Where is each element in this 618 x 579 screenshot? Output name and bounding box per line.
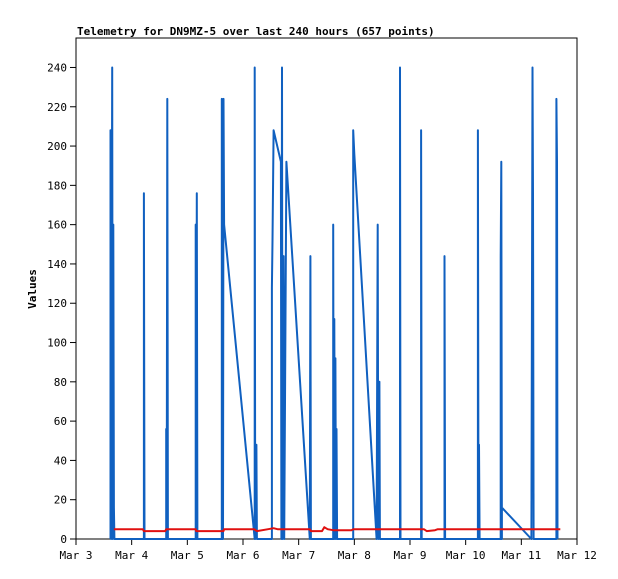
x-tick-label: Mar 8 bbox=[338, 549, 371, 562]
x-tick-label: Mar 6 bbox=[226, 549, 259, 562]
x-tick-label: Mar 11 bbox=[501, 549, 541, 562]
x-tick-label: Mar 7 bbox=[282, 549, 315, 562]
x-tick-label: Mar 3 bbox=[59, 549, 92, 562]
y-tick-label: 40 bbox=[54, 454, 67, 467]
y-tick-label: 140 bbox=[47, 258, 67, 271]
x-tick-label: Mar 9 bbox=[393, 549, 426, 562]
x-axis: Mar 3 Mar 4 Mar 5 Mar 6 Mar 7 Mar 8 Mar 9 Mar 1… bbox=[59, 539, 597, 562]
y-tick-label: 20 bbox=[54, 494, 67, 507]
y-tick-label: 240 bbox=[47, 61, 67, 74]
y-tick-label: 160 bbox=[47, 219, 67, 232]
y-tick-label: 80 bbox=[54, 376, 67, 389]
x-tick-label: Mar 5 bbox=[171, 549, 204, 562]
y-tick-label: 120 bbox=[47, 297, 67, 310]
series-group bbox=[109, 66, 561, 540]
chart-title: Telemetry for DN9MZ-5 over last 240 hour… bbox=[77, 25, 435, 38]
x-tick-label: Mar 10 bbox=[446, 549, 486, 562]
y-axis: 0 20 40 60 80 100 120 140 160 180 200 220 240 bbox=[47, 61, 76, 546]
y-tick-label: 100 bbox=[47, 337, 67, 350]
y-axis-label: Values bbox=[26, 269, 39, 309]
y-tick-label: 180 bbox=[47, 179, 67, 192]
y-tick-label: 0 bbox=[60, 533, 67, 546]
x-tick-label: Mar 4 bbox=[115, 549, 148, 562]
series-line-1 bbox=[109, 66, 559, 540]
series-line-2 bbox=[113, 526, 561, 533]
y-tick-label: 220 bbox=[47, 101, 67, 114]
y-tick-label: 60 bbox=[54, 415, 67, 428]
x-tick-label: Mar 12 bbox=[557, 549, 597, 562]
y-tick-label: 200 bbox=[47, 140, 67, 153]
